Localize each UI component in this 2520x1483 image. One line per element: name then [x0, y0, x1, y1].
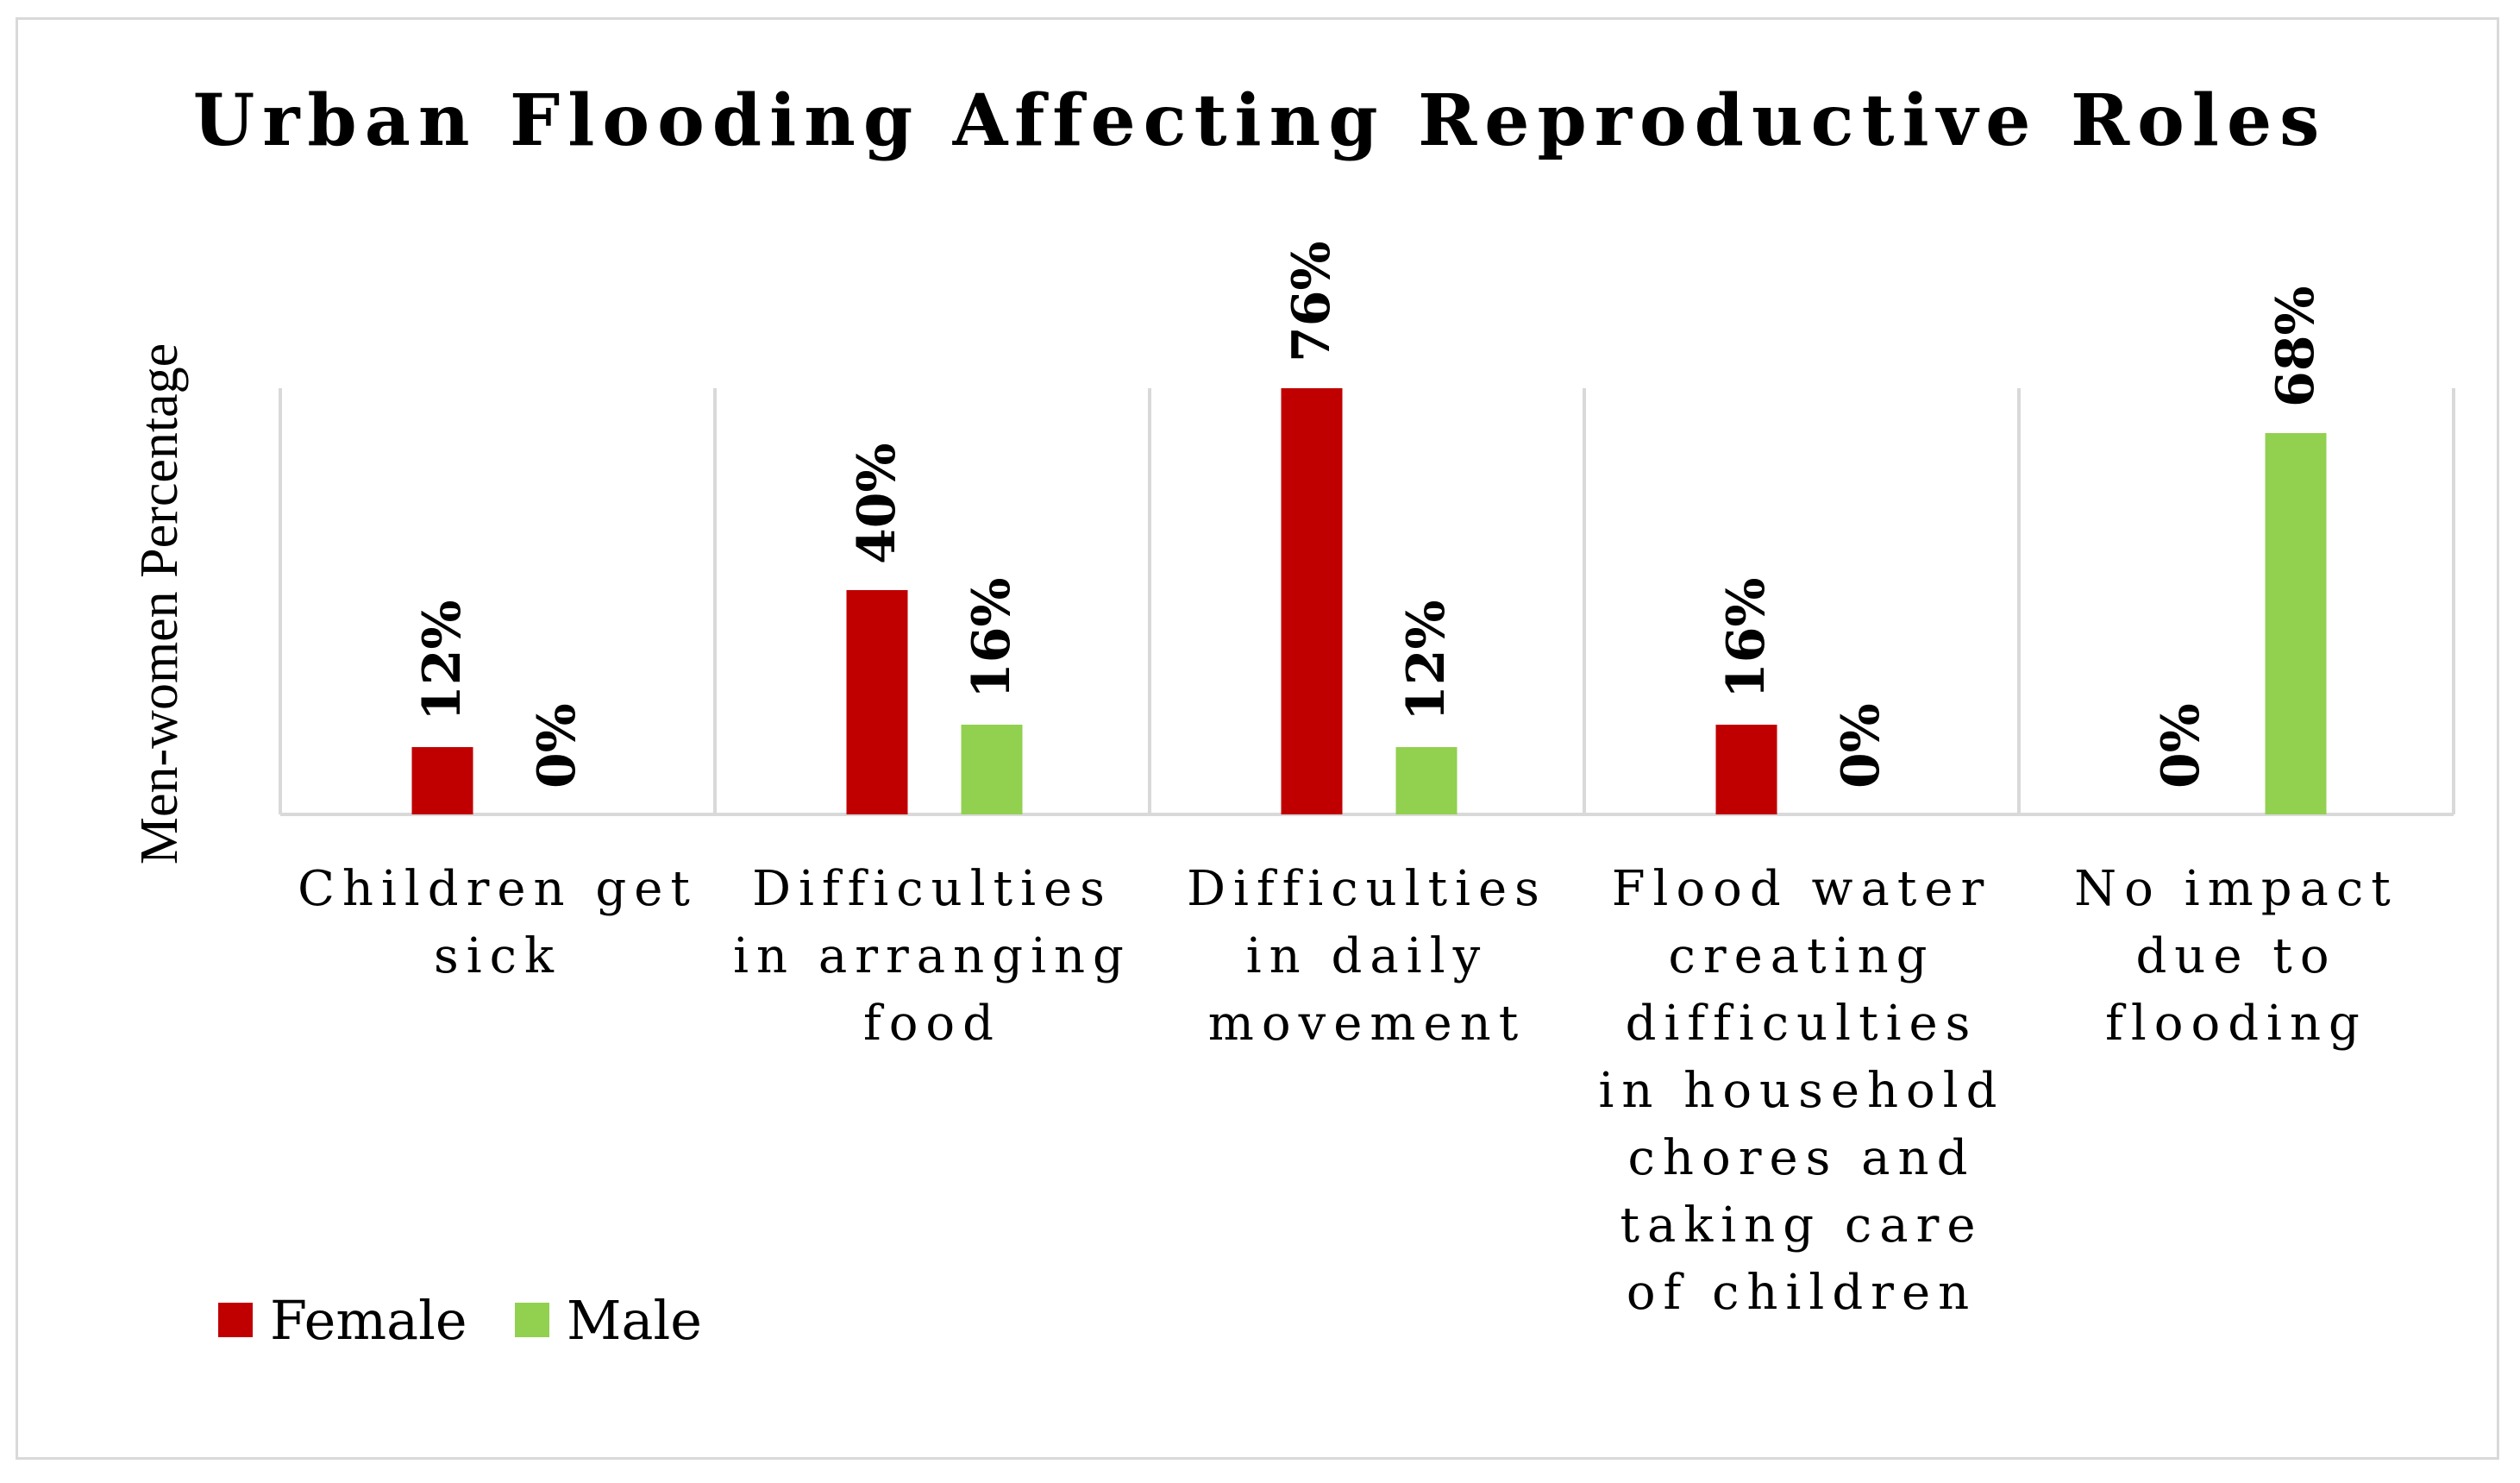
category-label: Children get sick: [298, 861, 698, 984]
legend-label-male: Male: [567, 1289, 702, 1352]
data-label: 0%: [1831, 703, 1891, 789]
category-label-line: difficulties: [1626, 996, 1978, 1052]
data-label: 16%: [962, 577, 1022, 699]
plot-area: 12% 40% 76% 16% 0% 0% 16% 12% 0% 68% Children get s…: [279, 241, 2455, 1321]
chart-title: Urban Flooding Affecting Reproductive Ro…: [193, 79, 2328, 162]
category-label-line: in arranging: [733, 928, 1131, 984]
legend-swatch-female: [218, 1303, 253, 1337]
bar-female: [411, 747, 473, 814]
y-axis-label: Men-women Percentage: [130, 343, 189, 864]
bar-female: [846, 590, 908, 814]
bar-male: [1395, 747, 1457, 814]
category-label-line: Difficulties: [1187, 861, 1547, 917]
category-label-line: due to: [2135, 928, 2336, 984]
data-label: 12%: [412, 600, 473, 721]
category-label-line: Difficulties: [752, 861, 1113, 917]
category-label: No impact due to flooding: [2074, 861, 2398, 1052]
category-label-line: movement: [1208, 996, 1526, 1052]
category-label-line: creating: [1669, 928, 1935, 984]
category-label: Difficulties in daily movement: [1187, 861, 1547, 1052]
data-label: 76%: [1282, 241, 1342, 362]
category-label-line: in household: [1598, 1063, 2004, 1119]
bar-male: [961, 725, 1023, 814]
category-label-line: sick: [434, 928, 561, 984]
legend-swatch-male: [515, 1303, 549, 1337]
category-label: Difficulties in arranging food: [733, 861, 1131, 1052]
bar-female: [1715, 725, 1777, 814]
legend-label-female: Female: [270, 1289, 467, 1352]
data-label: 12%: [1396, 600, 1457, 721]
category-label-line: taking care: [1620, 1197, 1983, 1254]
legend: Female Male: [218, 1289, 702, 1352]
data-label: 68%: [2266, 286, 2326, 407]
category-label-line: of children: [1627, 1265, 1977, 1321]
bar-female: [1281, 388, 1343, 814]
data-label: 16%: [1716, 577, 1777, 699]
category-label-line: Flood water: [1612, 861, 1992, 917]
category-label-line: food: [863, 996, 1001, 1052]
category-label-line: chores and: [1628, 1130, 1976, 1186]
data-label: 0%: [2151, 703, 2211, 789]
category-label-line: No impact: [2074, 861, 2398, 917]
category-label-line: in daily: [1246, 928, 1488, 984]
data-label: 40%: [847, 443, 907, 564]
category-label-line: flooding: [2105, 996, 2367, 1052]
data-label: 0%: [527, 703, 587, 789]
category-label-line: Children get: [298, 861, 698, 917]
category-label: Flood water creating difficulties in househ…: [1598, 861, 2004, 1321]
chart-frame: [16, 17, 2499, 1460]
bar-male: [2265, 433, 2327, 814]
